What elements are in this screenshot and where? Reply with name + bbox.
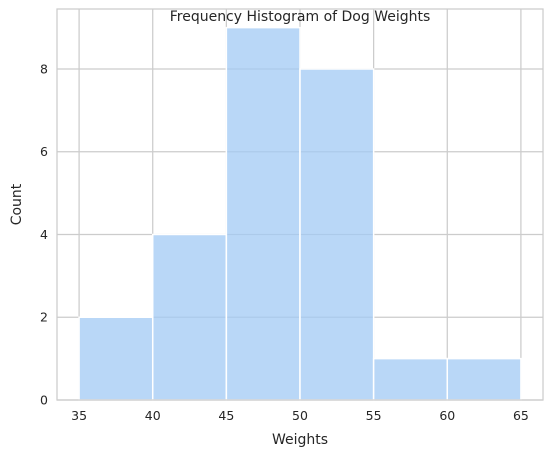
histogram-bar xyxy=(78,316,154,401)
y-tick-label: 0 xyxy=(40,393,48,408)
y-tick-label: 4 xyxy=(40,227,48,242)
x-tick-label: 50 xyxy=(292,408,308,423)
y-tick-label: 2 xyxy=(40,310,48,325)
x-axis-label: Weights xyxy=(272,432,328,448)
y-axis-label: Count xyxy=(9,183,25,225)
histogram-bar xyxy=(151,233,228,401)
x-tick-label: 45 xyxy=(218,408,234,423)
histogram-bar xyxy=(299,68,375,401)
y-tick-label: 8 xyxy=(40,61,48,76)
x-axis-ticks: 35 40 45 50 55 60 65 xyxy=(71,408,529,423)
x-tick-label: 60 xyxy=(439,408,455,423)
histogram-bar xyxy=(446,357,522,401)
x-tick-label: 35 xyxy=(71,408,87,423)
y-tick-label: 6 xyxy=(40,144,48,159)
x-tick-label: 65 xyxy=(513,408,529,423)
histogram-bars xyxy=(78,26,522,401)
y-axis-ticks: 0 2 4 6 8 xyxy=(40,61,48,407)
chart-title: Frequency Histogram of Dog Weights xyxy=(170,9,431,25)
x-tick-label: 55 xyxy=(366,408,382,423)
histogram-bar xyxy=(225,26,301,401)
x-tick-label: 40 xyxy=(145,408,161,423)
histogram-bar xyxy=(372,357,449,401)
plot-frame xyxy=(56,8,544,401)
